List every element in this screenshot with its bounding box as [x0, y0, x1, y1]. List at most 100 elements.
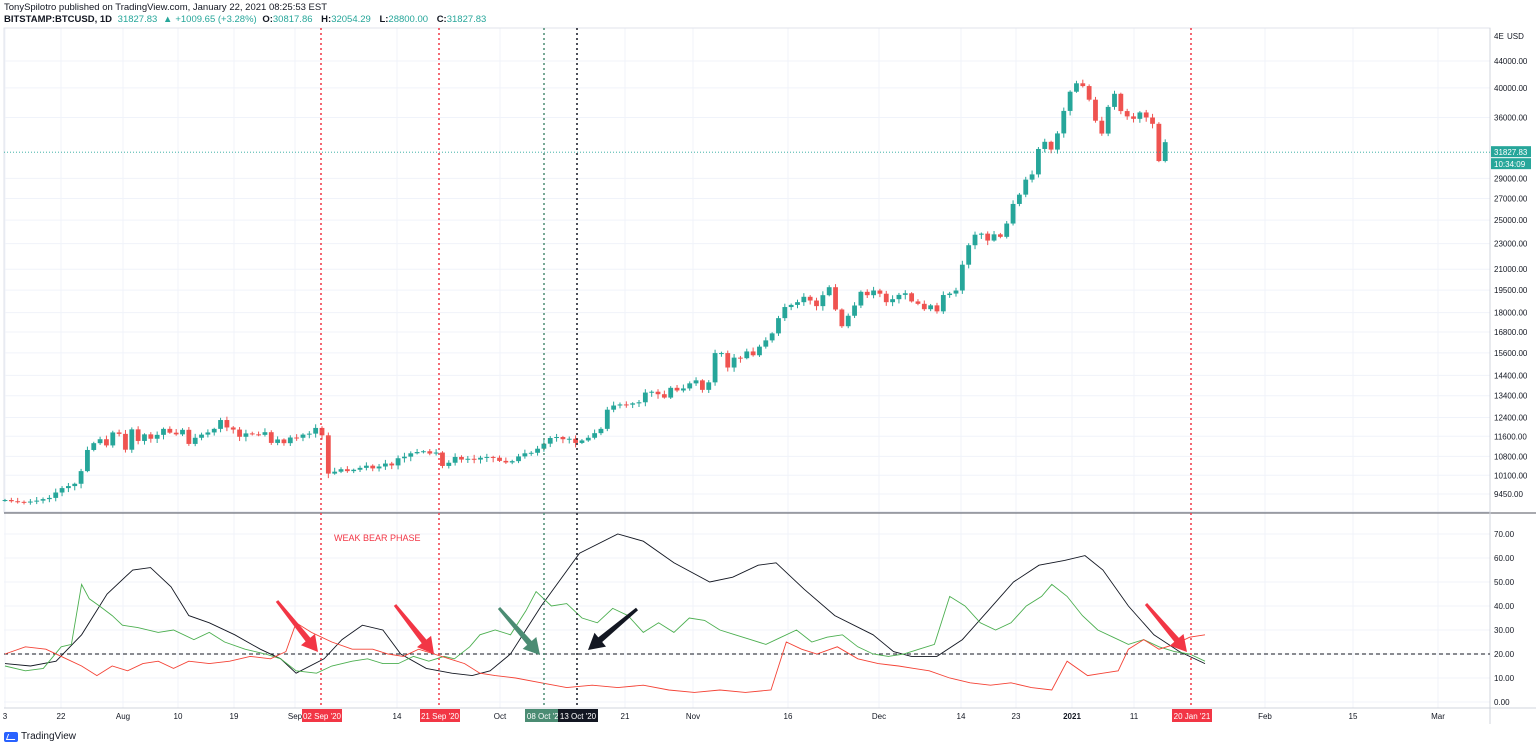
candle-body — [509, 461, 515, 463]
candle-body — [953, 290, 959, 294]
time-tick-label: Dec — [872, 712, 886, 721]
marker-date-label: 13 Oct '20 — [560, 712, 597, 721]
indicator-tick-label: 20.00 — [1494, 650, 1515, 659]
candle-body — [421, 451, 426, 453]
candle-body — [1029, 174, 1035, 180]
marker-date-tag — [420, 709, 460, 722]
candle-body — [230, 427, 236, 430]
candle-body — [268, 432, 274, 443]
candle-body — [262, 432, 268, 435]
candle-body — [205, 432, 211, 435]
open-value: 30817.86 — [272, 14, 313, 25]
candle-body — [554, 437, 559, 439]
time-tick-label: Feb — [1258, 712, 1272, 721]
candle-body — [814, 300, 819, 307]
candle-body — [928, 305, 934, 310]
annotation-arrow — [275, 600, 318, 652]
marker-date-tag — [525, 709, 565, 722]
price-tick-label: 14400.00 — [1494, 371, 1528, 380]
candle-body — [611, 405, 617, 410]
candle-body — [738, 357, 743, 359]
candle-body — [687, 383, 693, 389]
price-tick-label: 11600.00 — [1494, 432, 1527, 441]
candle-body — [21, 501, 27, 503]
candle-body — [871, 290, 876, 296]
candle-body — [490, 456, 496, 458]
candle-body — [858, 291, 864, 306]
candle-body — [547, 437, 553, 444]
candle-body — [237, 429, 242, 437]
candle-body — [1099, 120, 1105, 134]
candle-body — [243, 433, 249, 437]
candle-body — [655, 391, 661, 395]
time-tick-label: 2021 — [1063, 712, 1081, 721]
candle-body — [921, 303, 927, 310]
candle-body — [199, 434, 204, 438]
candle-body — [357, 467, 363, 470]
candle-body — [53, 492, 59, 498]
price-change: +1009.65 (+3.28%) — [175, 14, 257, 25]
candle-body — [15, 501, 21, 503]
candle-body — [617, 404, 623, 406]
candle-body — [167, 428, 173, 433]
candle-body — [839, 309, 845, 327]
publisher-line: TonySpilotro published on TradingView.co… — [4, 2, 328, 13]
last-price: 31827.83 — [117, 14, 158, 25]
candle-body — [801, 296, 807, 303]
indicator-tick-label: 50.00 — [1494, 578, 1515, 587]
marker-date-label: 20 Jan '21 — [1174, 712, 1211, 721]
candle-body — [452, 456, 458, 463]
candle-body — [1156, 123, 1162, 162]
candle-body — [471, 458, 477, 460]
candle-body — [1112, 93, 1117, 107]
candle-body — [275, 439, 281, 443]
indicator-tick-label: 70.00 — [1494, 530, 1515, 539]
indicator-tick-label: 40.00 — [1494, 602, 1515, 611]
marker-date-tag — [302, 709, 342, 722]
candle-body — [744, 351, 750, 359]
annotation-arrow — [497, 607, 540, 655]
price-tick-label: 25000.00 — [1494, 216, 1528, 225]
candle-body — [497, 457, 502, 461]
candle-body — [129, 429, 135, 450]
candle-body — [59, 488, 65, 493]
candle-body — [465, 458, 471, 460]
low-value: 28800.00 — [388, 14, 429, 25]
time-tick-label: Sep — [288, 712, 303, 721]
candle-body — [34, 500, 40, 502]
candle-body — [719, 353, 724, 355]
candle-body — [623, 404, 629, 406]
indicator-tick-label: 0.00 — [1494, 698, 1510, 707]
candle-body — [890, 299, 895, 303]
candle-body — [668, 387, 674, 398]
time-tick-label: 21 — [621, 712, 630, 721]
candle-body — [459, 456, 464, 460]
candle-body — [344, 469, 350, 472]
candle-body — [192, 437, 198, 444]
candle-body — [1023, 179, 1029, 195]
price-tick-label: 27000.00 — [1494, 194, 1528, 203]
candle-body — [148, 434, 154, 439]
time-tick-label: Mar — [1431, 712, 1445, 721]
candle-body — [66, 486, 71, 489]
candle-body — [852, 305, 857, 316]
candle-body — [693, 380, 699, 384]
candle-body — [883, 293, 889, 303]
grid-lines — [4, 28, 1490, 708]
brand-name: TradingView — [21, 731, 77, 742]
candle-body — [306, 433, 312, 435]
candle-body — [826, 287, 832, 296]
candle-body — [820, 295, 826, 307]
candle-body — [807, 296, 813, 301]
candle-body — [1150, 117, 1155, 124]
candle-body — [636, 402, 642, 404]
candle-body — [313, 427, 319, 434]
price-tick-label: 15600.00 — [1494, 349, 1528, 358]
candle-body — [224, 420, 230, 428]
time-tick-label: Aug — [116, 712, 130, 721]
candle-body — [319, 427, 325, 436]
candle-body — [1118, 93, 1124, 112]
marker-date-label: 02 Sep '20 — [303, 712, 342, 721]
